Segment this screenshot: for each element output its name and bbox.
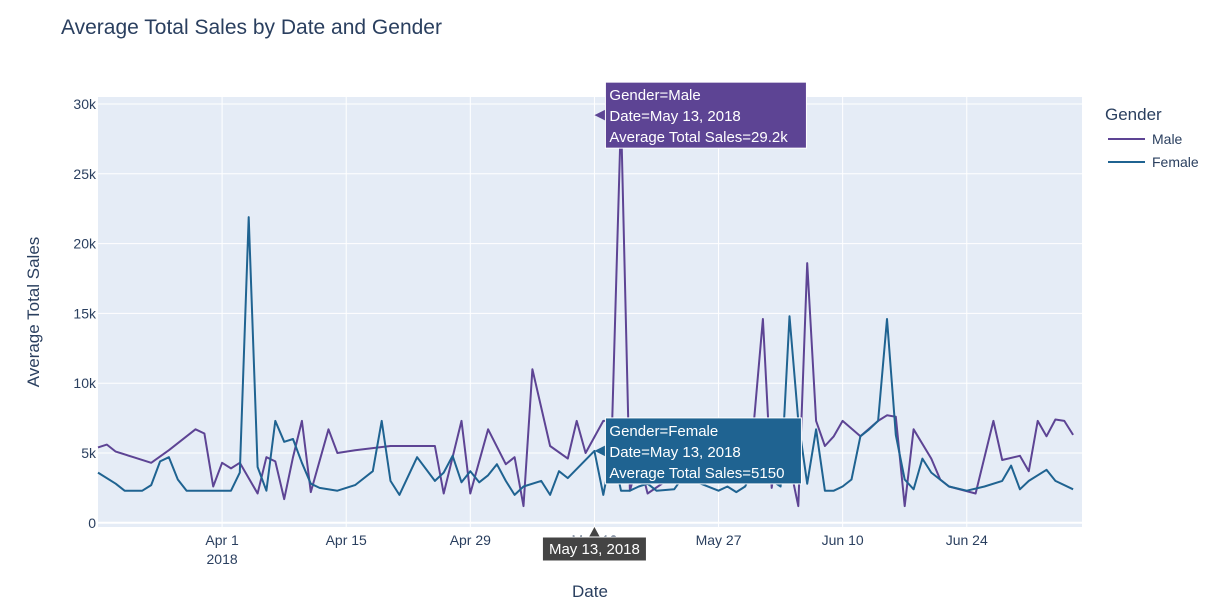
hover-text-female: Average Total Sales=5150: [609, 465, 784, 482]
y-gridlines: [98, 103, 1082, 524]
x-tick-label: Jun 24: [946, 532, 988, 548]
legend-label-female: Female: [1152, 154, 1199, 170]
y-tick-label: 5k: [81, 445, 97, 461]
hover-text-female: Gender=Female: [609, 423, 718, 440]
y-tick-label: 15k: [73, 305, 97, 321]
chart-title: Average Total Sales by Date and Gender: [61, 16, 442, 39]
series-line-female: [97, 216, 1074, 496]
hover-label-male: [604, 81, 807, 149]
hover-x-label: [541, 536, 647, 562]
y-tick-label: 30k: [73, 96, 97, 112]
hover-x-pointer: [588, 527, 601, 538]
legend: Gender Male Female: [1105, 105, 1199, 170]
x-tick-label: Apr 15: [326, 532, 367, 548]
y-axis-title: Average Total Sales: [24, 237, 43, 388]
x-tick-label: May 27: [696, 532, 742, 548]
y-axis: 0 5k 10k 15k 20k 25k 30k: [73, 96, 97, 531]
y-tick-label: 10k: [73, 375, 97, 391]
hover-text-male: Date=May 13, 2018: [609, 108, 740, 125]
hover-text-male: Gender=Male: [609, 87, 700, 104]
series-layer: [97, 114, 1074, 508]
hover-x-label-text: May 13, 2018: [549, 541, 640, 558]
hover-label-female: [604, 417, 802, 485]
y-tick-label: 20k: [73, 236, 97, 252]
hover-pointer-female: [594, 444, 607, 457]
x-tick-label: Apr 29: [450, 532, 491, 548]
hover-text-female: Date=May 13, 2018: [609, 444, 740, 461]
x-tick-label: Jun 10: [822, 532, 864, 548]
hover-layer: Gender=Male Date=May 13, 2018 Average Tota…: [541, 81, 807, 562]
x-axis-title: Date: [572, 582, 608, 601]
legend-title: Gender: [1105, 105, 1162, 124]
x-tick-year-label: 2018: [207, 551, 238, 567]
series-line-male: [97, 114, 1074, 508]
legend-label-male: Male: [1152, 131, 1183, 147]
y-tick-label: 25k: [73, 166, 97, 182]
hover-text-male: Average Total Sales=29.2k: [609, 129, 788, 146]
hover-pointer-male: [594, 109, 607, 122]
x-gridlines: [221, 97, 968, 527]
y-tick-label: 0: [88, 515, 96, 531]
x-tick-label: Apr 1: [205, 532, 239, 548]
